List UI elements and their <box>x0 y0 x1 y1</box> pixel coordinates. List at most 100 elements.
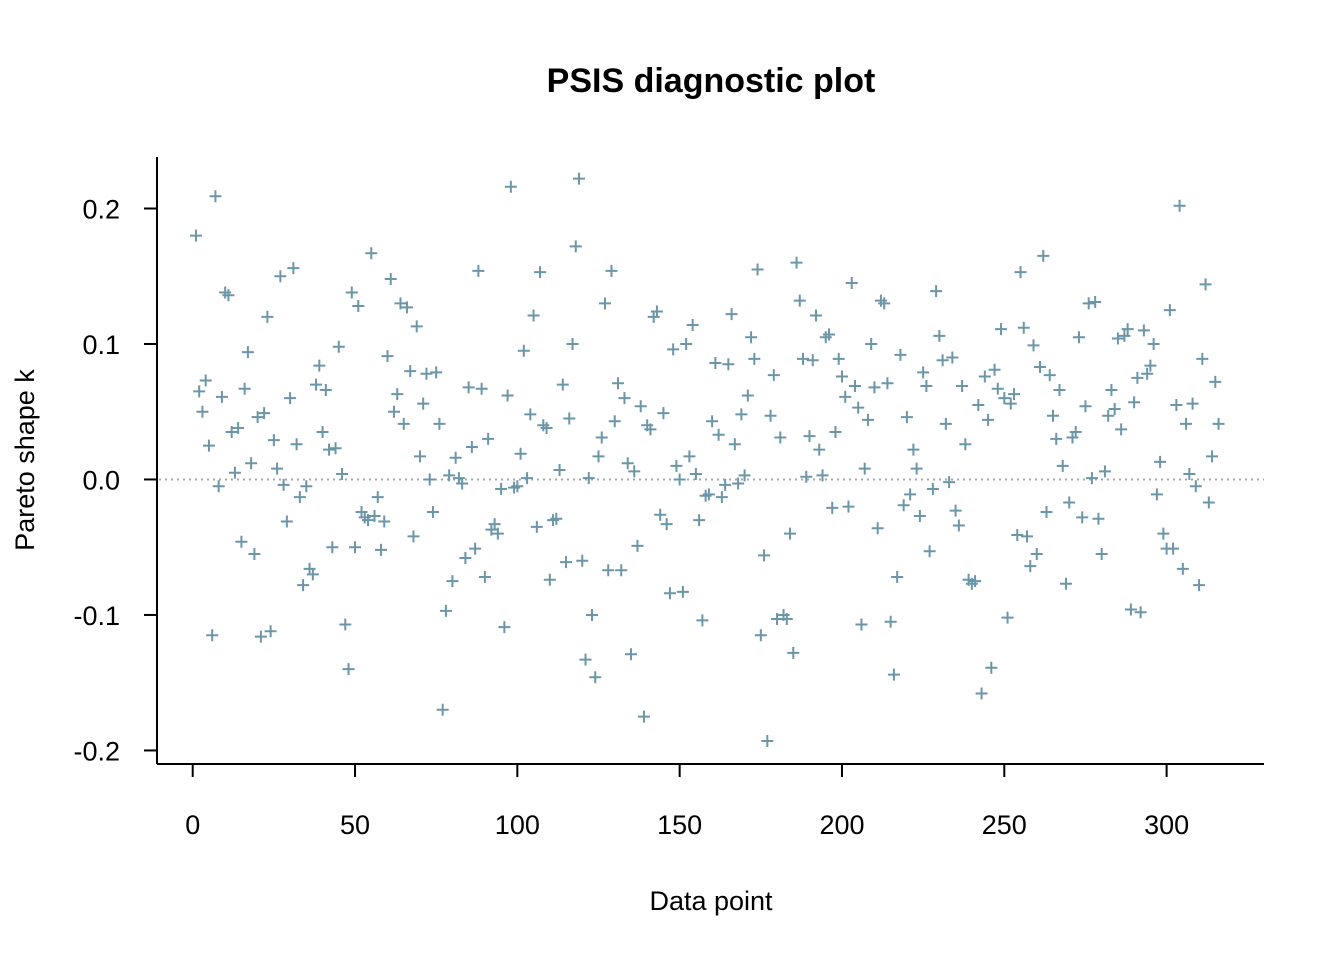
data-point <box>894 348 907 361</box>
data-point <box>404 365 417 378</box>
data-point <box>1144 359 1157 372</box>
data-point <box>767 369 780 382</box>
data-point <box>660 518 673 531</box>
data-point <box>871 522 884 535</box>
data-point <box>310 378 323 391</box>
data-point <box>504 180 517 193</box>
data-point <box>1069 426 1082 439</box>
data-point <box>787 646 800 659</box>
data-point <box>189 229 202 242</box>
x-tick-label: 150 <box>657 810 702 840</box>
data-point <box>1134 606 1147 619</box>
data-point <box>1157 527 1170 540</box>
data-point <box>913 510 926 523</box>
data-point <box>235 535 248 548</box>
data-point <box>702 488 715 501</box>
data-point <box>274 270 287 283</box>
y-tick-label: 0.1 <box>82 330 120 360</box>
data-point <box>1034 361 1046 374</box>
data-point <box>417 397 430 410</box>
data-point <box>1193 579 1206 592</box>
data-point <box>251 411 264 424</box>
data-point <box>1173 199 1186 212</box>
data-point <box>667 343 680 356</box>
data-point <box>420 367 433 380</box>
data-point <box>673 473 686 486</box>
data-point <box>780 613 793 626</box>
data-point <box>323 443 336 456</box>
x-tick-label: 250 <box>982 810 1027 840</box>
data-point <box>878 297 891 310</box>
data-point <box>1017 321 1030 334</box>
y-axis-label: Pareto shape k <box>10 369 40 551</box>
data-point <box>683 450 696 463</box>
data-point <box>696 614 709 627</box>
data-point <box>722 358 735 371</box>
data-point <box>582 472 595 485</box>
data-point <box>1098 465 1111 478</box>
data-point <box>884 615 897 628</box>
data-point <box>1150 488 1163 501</box>
data-point <box>852 401 865 414</box>
data-point <box>1021 530 1034 543</box>
data-point <box>904 488 917 501</box>
data-point <box>524 408 537 421</box>
data-point <box>784 527 797 540</box>
data-point <box>446 575 459 588</box>
data-point <box>920 379 933 392</box>
data-point <box>1008 388 1021 401</box>
data-point <box>193 385 206 398</box>
data-point <box>449 451 462 464</box>
data-point <box>465 440 478 453</box>
data-point <box>199 374 212 387</box>
data-point <box>1118 329 1131 342</box>
data-point <box>978 370 991 383</box>
data-point <box>855 618 868 631</box>
data-point <box>1059 577 1072 590</box>
data-point <box>336 468 349 481</box>
data-point <box>754 629 767 642</box>
data-point <box>995 323 1008 336</box>
y-tick-label: -0.1 <box>73 601 120 631</box>
data-point <box>540 421 553 434</box>
data-point <box>900 411 913 424</box>
data-point <box>1180 417 1193 430</box>
data-point <box>482 432 495 445</box>
data-point <box>297 579 310 592</box>
data-point <box>1108 403 1121 416</box>
y-tick-label: -0.2 <box>73 736 120 766</box>
data-point <box>319 384 332 397</box>
data-point <box>1102 409 1115 422</box>
data-point <box>1111 332 1124 345</box>
data-point <box>378 515 391 528</box>
data-point <box>498 621 511 634</box>
data-point <box>261 310 274 323</box>
data-point <box>1167 542 1180 555</box>
x-tick-label: 100 <box>495 810 540 840</box>
data-point <box>306 568 319 581</box>
y-axis-ticks: -0.2 -0.1 0.0 0.1 0.2 <box>73 194 157 766</box>
data-point <box>835 370 848 383</box>
data-point <box>1072 331 1085 344</box>
data-point <box>284 392 297 405</box>
data-point <box>514 447 527 460</box>
data-point <box>413 450 426 463</box>
data-point <box>952 519 965 532</box>
data-point <box>264 625 277 638</box>
data-point <box>589 671 602 684</box>
data-point <box>910 462 923 475</box>
data-point <box>608 415 621 428</box>
data-point <box>628 465 641 478</box>
data-point <box>1202 496 1215 509</box>
data-point <box>407 530 420 543</box>
data-point <box>1043 369 1056 382</box>
data-point <box>676 585 689 598</box>
data-point <box>371 491 384 504</box>
data-point <box>462 381 475 394</box>
data-point <box>553 463 566 476</box>
x-axis-label: Data point <box>649 886 773 916</box>
data-point <box>615 564 628 577</box>
data-point <box>342 663 355 676</box>
data-point <box>579 653 592 666</box>
